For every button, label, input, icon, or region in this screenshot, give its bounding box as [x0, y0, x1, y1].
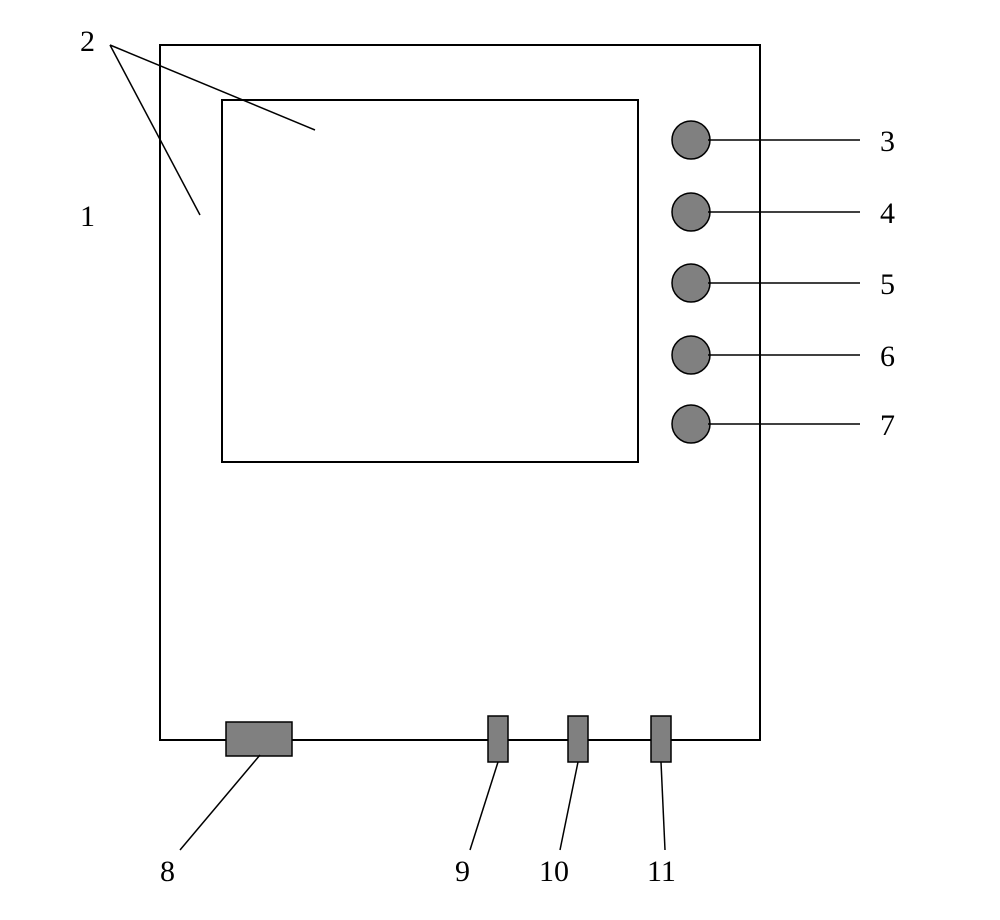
label-11: 11: [647, 855, 676, 889]
inner-box: [222, 100, 638, 462]
leader-8: [180, 755, 260, 850]
label-3: 3: [880, 125, 895, 159]
leader-1: [110, 45, 200, 215]
label-7: 7: [880, 409, 895, 443]
circle-7: [672, 405, 710, 443]
circle-3: [672, 121, 710, 159]
circle-6: [672, 336, 710, 374]
label-1: 1: [80, 200, 95, 234]
leader-9: [470, 762, 498, 850]
leader-11: [661, 762, 665, 850]
label-4: 4: [880, 197, 895, 231]
leader-2: [110, 45, 315, 130]
circle-4: [672, 193, 710, 231]
label-6: 6: [880, 340, 895, 374]
technical-diagram: [0, 0, 1000, 920]
label-5: 5: [880, 268, 895, 302]
label-2: 2: [80, 25, 95, 59]
port-8: [226, 722, 292, 756]
port-9: [488, 716, 508, 762]
outer-box: [160, 45, 760, 740]
label-8: 8: [160, 855, 175, 889]
circle-5: [672, 264, 710, 302]
label-10: 10: [539, 855, 569, 889]
label-9: 9: [455, 855, 470, 889]
leader-10: [560, 762, 578, 850]
port-11: [651, 716, 671, 762]
port-10: [568, 716, 588, 762]
